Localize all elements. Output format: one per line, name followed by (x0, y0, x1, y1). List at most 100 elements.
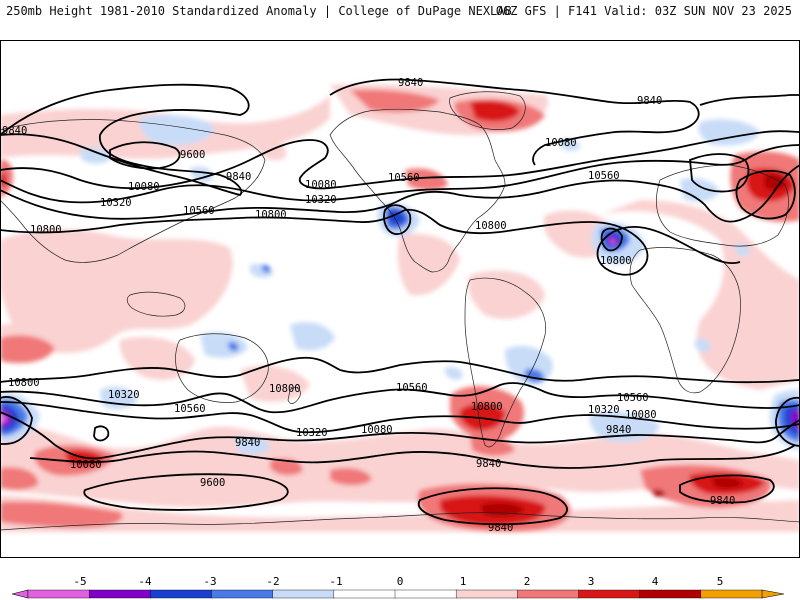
anomaly-shading (0, 84, 800, 532)
contour-9600-south (83, 473, 289, 511)
colorbar-ticks: -5 -4 -3 -2 -1 0 1 2 3 4 5 (73, 575, 723, 588)
contour-label: 9840 (606, 424, 631, 436)
contour-label: 10560 (396, 382, 428, 394)
contour-label: 10080 (70, 459, 102, 471)
contour-label: 10800 (255, 209, 287, 221)
model-run-info: 06Z GFS | F141 Valid: 03Z SUN NOV 23 202… (495, 4, 792, 18)
colorbar-segment (272, 589, 335, 599)
contour-10320-south (0, 401, 800, 434)
contour-low-southwest (775, 396, 800, 447)
contour-10080-south (0, 411, 800, 460)
colorbar-tick-label: -4 (138, 575, 152, 588)
contour-label: 9840 (488, 522, 513, 534)
colorbar-tick-label: -5 (73, 575, 86, 588)
colorbar-segment (455, 589, 519, 599)
contour-label: 9840 (2, 125, 27, 137)
contour-label: 10320 (100, 197, 132, 209)
colorbar-tick-label: 2 (524, 575, 531, 588)
colorbar-extend-high (761, 589, 785, 599)
coast-asia (0, 119, 266, 263)
colorbar-segment (700, 589, 763, 599)
anomaly-map: 9840 9840 9840 9840 9600 10080 10080 100… (0, 40, 800, 558)
contour-label: 10800 (475, 220, 507, 232)
colorbar-tick-label: 0 (397, 575, 404, 588)
contour-10560-europe (735, 169, 796, 220)
contour-label: 10320 (108, 389, 140, 401)
contour-low-south-pacific (93, 425, 110, 442)
contour-9840-north (0, 83, 250, 196)
colorbar-tick-label: 4 (652, 575, 659, 588)
contour-label: 10080 (625, 409, 657, 421)
coast-antarctica (0, 512, 800, 531)
contour-10080-europe (689, 153, 750, 193)
contour-label: 10080 (305, 179, 337, 191)
contour-9840-south (29, 444, 796, 469)
colorbar-extend-low (11, 589, 29, 599)
contour-label: 10800 (269, 383, 301, 395)
contour-label: 9600 (180, 149, 205, 161)
coast-indonesia (126, 291, 186, 317)
contour-9840-eurasia (699, 94, 800, 106)
colorbar-segment (333, 589, 396, 599)
colorbar-tick-label: -2 (266, 575, 279, 588)
coast-north-america (329, 108, 506, 273)
contour-label: 9840 (710, 495, 735, 507)
contour-label: 10560 (183, 205, 215, 217)
contour-label: 9840 (476, 458, 501, 470)
contour-label: 10800 (600, 255, 632, 267)
colorbar-tick-label: -3 (203, 575, 216, 588)
colorbar-segment (394, 589, 457, 599)
contour-label: 10320 (588, 404, 620, 416)
contour-9840-arctic (329, 78, 700, 166)
colorbar-tick-label: -1 (329, 575, 342, 588)
contour-label: 10800 (8, 377, 40, 389)
colorbar-segment (211, 589, 274, 599)
contour-10800-south (0, 356, 800, 384)
colorbar: -5 -4 -3 -2 -1 0 1 2 3 4 5 (11, 575, 785, 599)
contour-10560-north (0, 164, 800, 223)
contour-10080-north (0, 130, 800, 190)
contour-label: 10320 (305, 194, 337, 206)
contour-9840-indian-south (679, 474, 775, 504)
height-contours (0, 78, 800, 526)
contour-label: 9840 (226, 171, 251, 183)
coast-new-zealand (287, 387, 301, 404)
contour-low-atlantic (600, 227, 623, 252)
coast-australia (175, 333, 269, 403)
colorbar-tick-label: 3 (588, 575, 595, 588)
contour-10800-north (0, 208, 741, 276)
colorbar-segment (27, 589, 90, 599)
contour-label: 9840 (235, 437, 260, 449)
contour-label: 10080 (361, 424, 393, 436)
contour-low-pacific (383, 204, 412, 235)
colorbar-tick-label: 1 (460, 575, 467, 588)
contour-label: 9840 (398, 77, 423, 89)
product-title: 250mb Height 1981-2010 Standardized Anom… (6, 4, 512, 18)
colorbar-segment (578, 589, 641, 599)
contour-label: 10320 (296, 427, 328, 439)
colorbar-segment (150, 589, 213, 599)
coast-greenland (449, 91, 526, 130)
contour-labels: 9840 9840 9840 9840 9600 10080 10080 100… (2, 77, 735, 534)
contour-label: 10560 (174, 403, 206, 415)
contour-label: 10800 (30, 224, 62, 236)
colorbar-tick-label: 5 (717, 575, 724, 588)
colorbar-segments (11, 589, 785, 599)
coast-south-america (464, 277, 546, 448)
contour-9600-north (109, 141, 181, 170)
contour-label: 10800 (471, 401, 503, 413)
colorbar-segment (88, 589, 152, 599)
contour-label: 10080 (545, 137, 577, 149)
contour-label: 10560 (588, 170, 620, 182)
coast-africa (629, 247, 741, 394)
contour-label: 9840 (637, 95, 662, 107)
contour-label: 10560 (388, 172, 420, 184)
colorbar-segment (639, 589, 702, 599)
contour-label: 10560 (617, 392, 649, 404)
contour-9840-pacific-south (417, 487, 568, 526)
contour-label: 9600 (200, 477, 225, 489)
contour-low-indian (0, 396, 33, 445)
contour-label: 10080 (128, 181, 160, 193)
contour-10560-south (0, 382, 800, 414)
